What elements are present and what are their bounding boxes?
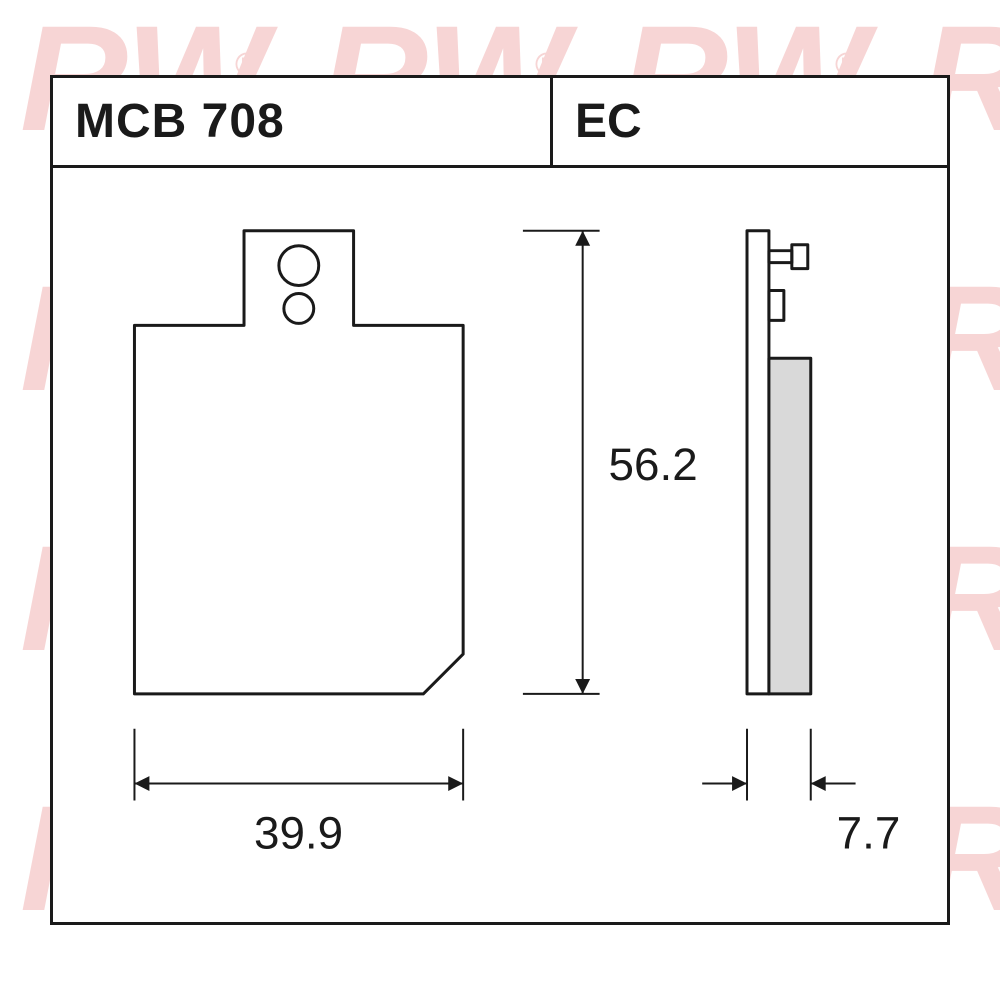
diagram-box: MCB 708 EC xyxy=(50,75,950,925)
drawing-body: 56.2 39.9 7.7 xyxy=(53,171,947,922)
dim-height xyxy=(523,231,600,694)
technical-drawing: 56.2 39.9 7.7 xyxy=(53,171,947,922)
dim-width-value: 39.9 xyxy=(254,807,343,858)
dim-width xyxy=(134,729,463,801)
side-view xyxy=(747,231,811,694)
stage: RW ® MCB 708 EC xyxy=(0,0,1000,1000)
dim-thickness xyxy=(702,729,855,801)
spec-code: EC xyxy=(553,78,947,165)
dim-height-value: 56.2 xyxy=(609,439,698,490)
header-row: MCB 708 EC xyxy=(53,78,947,168)
part-number: MCB 708 xyxy=(53,78,553,165)
dim-thickness-value: 7.7 xyxy=(837,807,901,858)
front-view xyxy=(134,231,463,694)
